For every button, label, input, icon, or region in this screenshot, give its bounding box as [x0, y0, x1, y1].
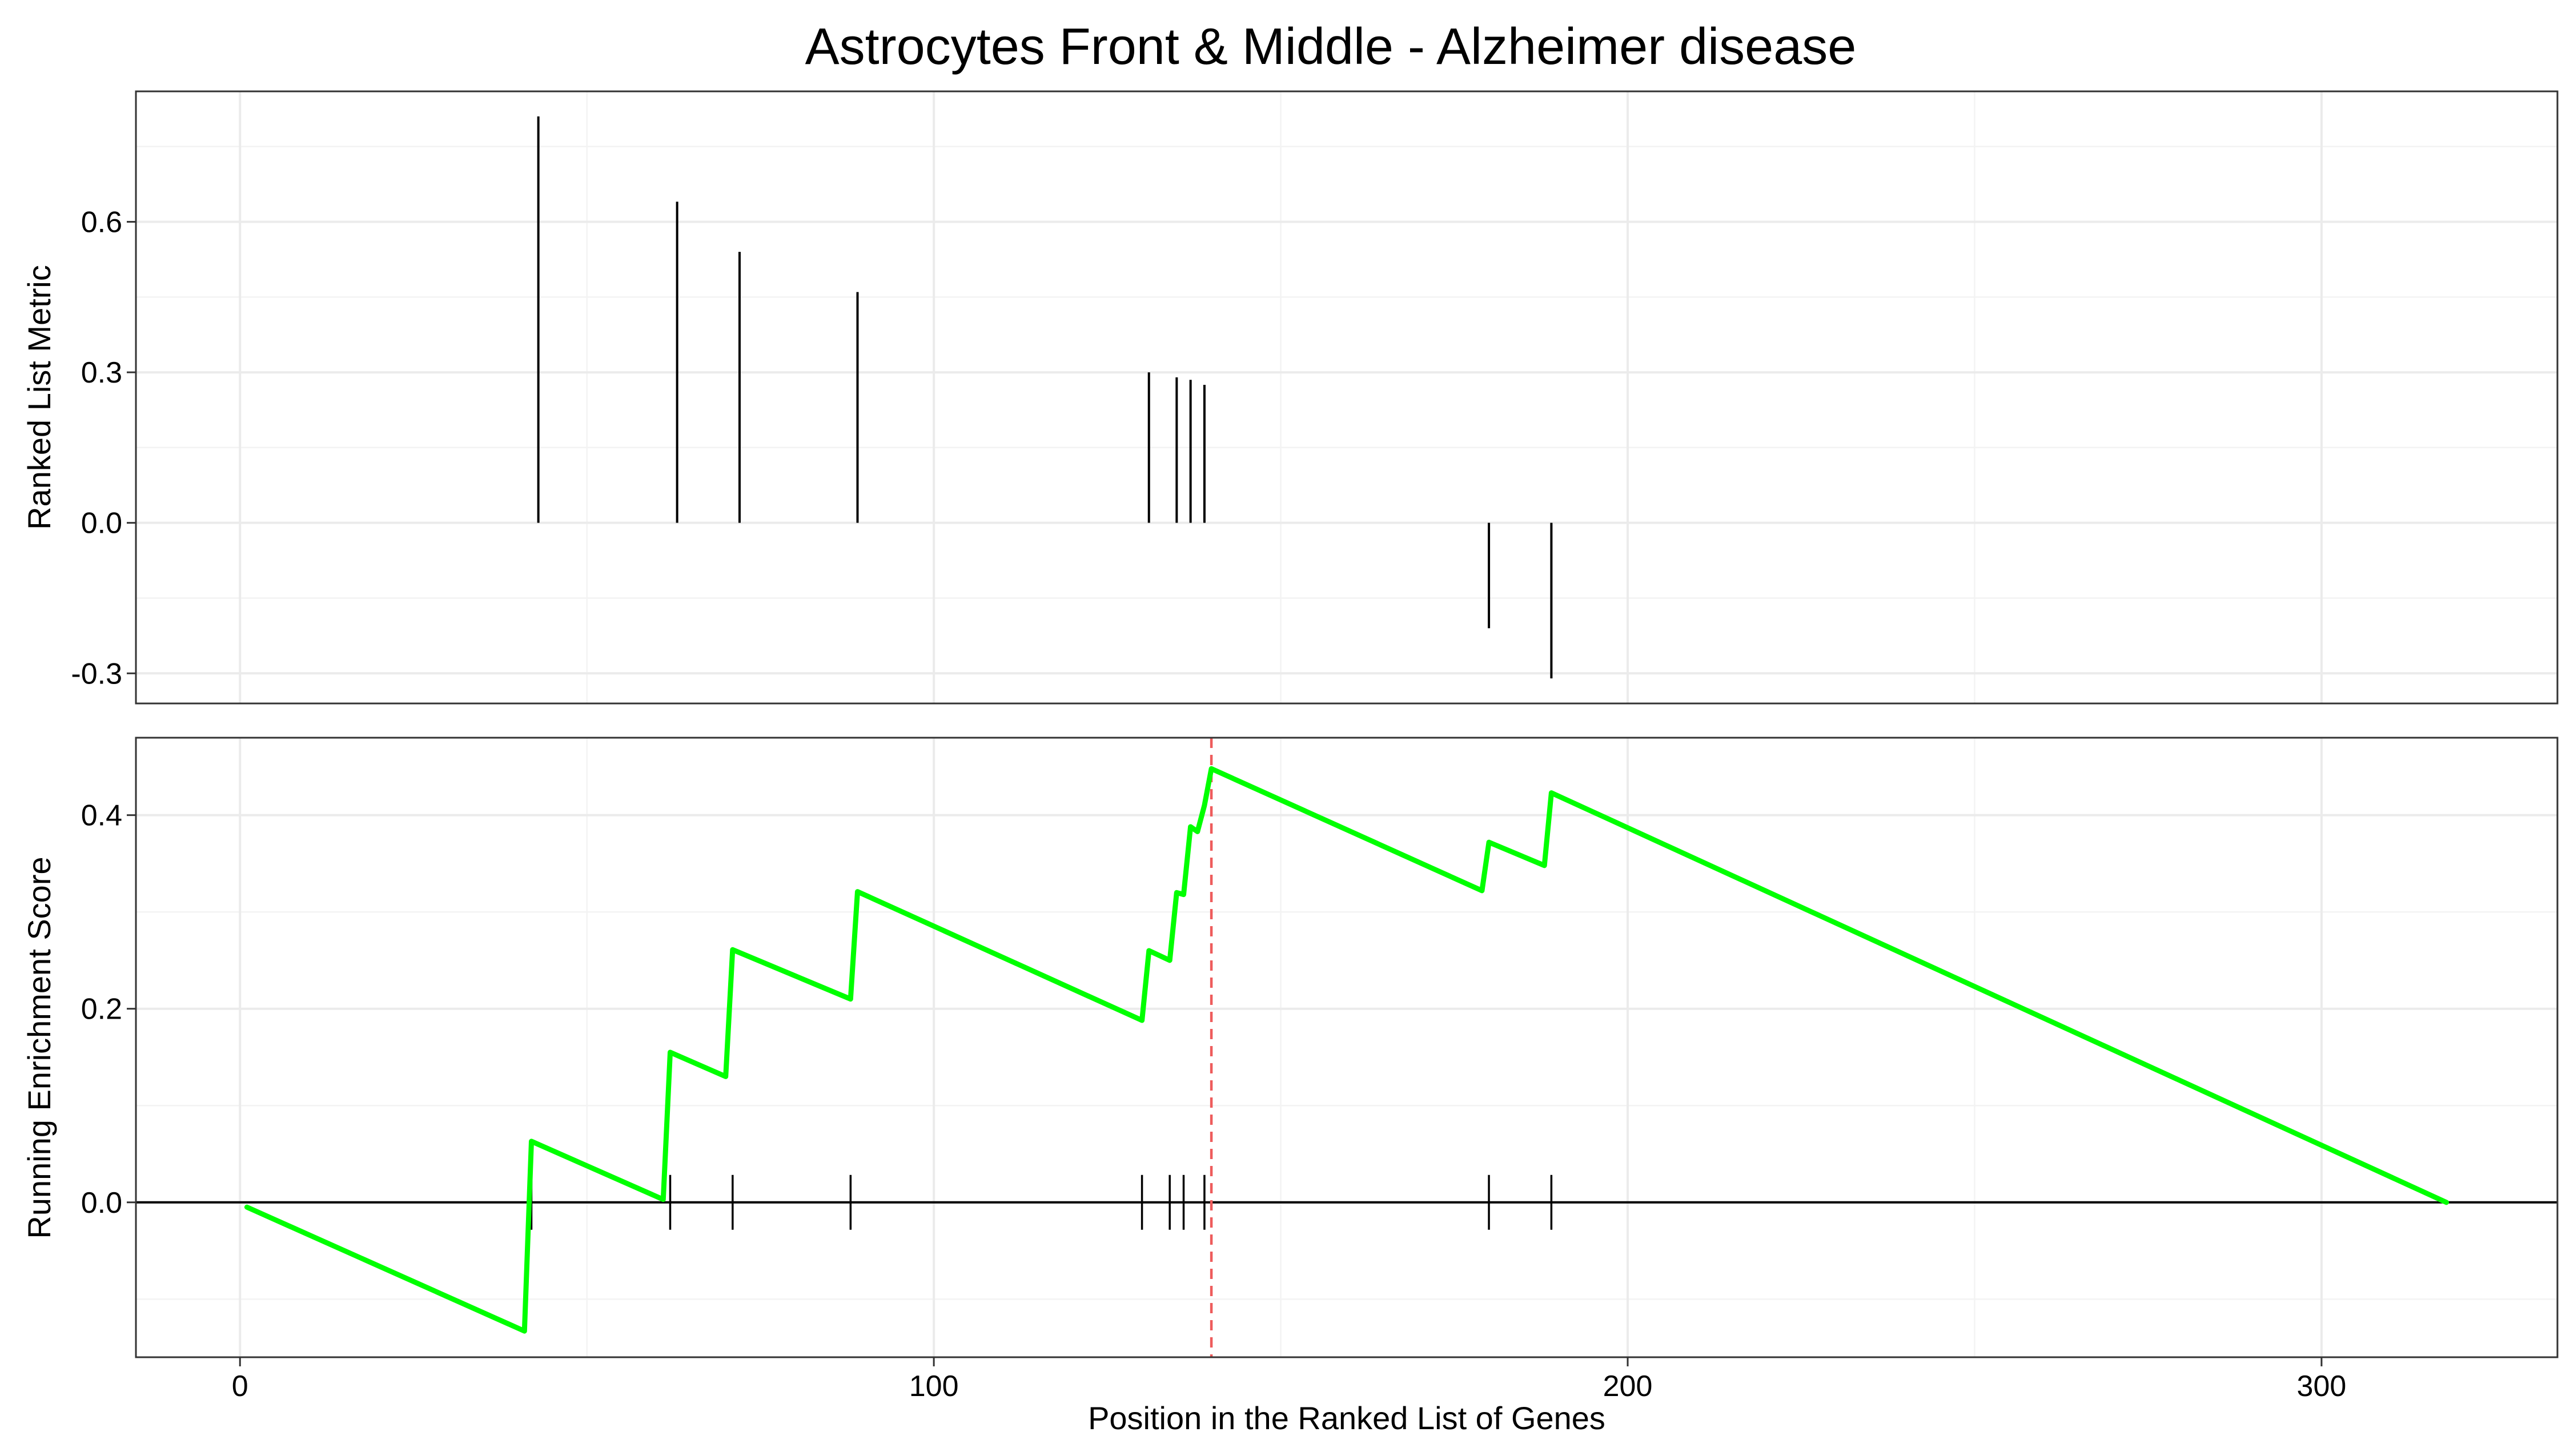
top-panel-border: [135, 90, 2559, 705]
bottom-y-axis-title: Running Enrichment Score: [21, 856, 57, 1238]
bottom-y-tick-label: 0.0: [81, 1186, 122, 1220]
top-y-tick-label: 0.0: [81, 507, 122, 540]
ranked-metric-bars: [537, 116, 1553, 679]
top-panel-grid: [136, 91, 2557, 703]
enrichment-score-marks: [136, 738, 2557, 1357]
bottom-y-tick-label: 0.4: [81, 799, 122, 832]
bottom-panel-border: [135, 737, 2559, 1358]
top-panel-y-axis: -0.3 0.0 0.3 0.6: [71, 206, 136, 690]
x-axis-title: Position in the Ranked List of Genes: [1088, 1400, 1605, 1436]
ranked-list-metric-panel: -0.3 0.0 0.3 0.6 Ranked List Metric: [21, 90, 2559, 705]
x-tick-label: 0: [232, 1370, 248, 1403]
bottom-panel-y-axis: 0.0 0.2 0.4: [81, 799, 136, 1220]
top-y-tick-label: 0.3: [81, 356, 122, 389]
running-enrichment-score-line: [244, 766, 2449, 1334]
top-y-axis-title: Ranked List Metric: [21, 265, 57, 530]
bottom-y-tick-label: 0.2: [81, 993, 122, 1026]
x-tick-label: 200: [1603, 1370, 1653, 1403]
top-y-tick-label: 0.6: [81, 206, 122, 239]
bottom-panel-x-axis: 0 100 200 300: [232, 1357, 2347, 1403]
x-tick-label: 300: [2297, 1370, 2347, 1403]
top-panel-background: [135, 90, 2559, 705]
top-y-tick-label: -0.3: [71, 657, 122, 690]
running-enrichment-score-panel: 0.0 0.2 0.4 0 100 200 300 Running Enrichment …: [21, 737, 2559, 1436]
bottom-panel-background: [135, 737, 2559, 1358]
x-tick-label: 100: [909, 1370, 959, 1403]
chart-title: Astrocytes Front & Middle - Alzheimer di…: [805, 18, 1857, 75]
